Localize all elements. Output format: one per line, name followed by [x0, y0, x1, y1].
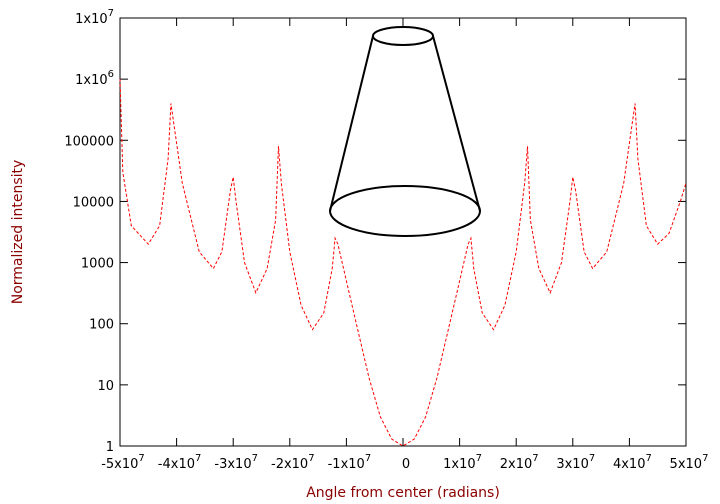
x-tick-label: 4x107: [613, 453, 652, 472]
x-tick-label-exponent: 7: [645, 453, 651, 464]
x-tick-label: -5x107: [101, 453, 145, 472]
x-tick-label-exponent: 7: [138, 453, 144, 464]
x-tick-label: -2x107: [271, 453, 315, 472]
cone-side: [432, 35, 481, 212]
y-axis-title: Normalized intensity: [10, 160, 26, 305]
y-tick-label: 10: [97, 379, 114, 394]
x-tick-label-base: 2x10: [500, 457, 533, 472]
y-tick-label-base: 1x10: [75, 12, 108, 27]
y-tick-label: 1x107: [75, 8, 114, 27]
x-tick-label-exponent: 7: [252, 453, 258, 464]
y-tick-label: 1000: [81, 257, 114, 272]
x-tick-label: 2x107: [500, 453, 539, 472]
x-tick-label-base: -1x10: [328, 457, 365, 472]
y-tick-label: 1: [106, 440, 114, 455]
cone: [329, 26, 481, 237]
x-tick-label-exponent: 7: [589, 453, 595, 464]
x-tick-label-base: 3x10: [556, 457, 589, 472]
x-tick-label-exponent: 7: [308, 453, 314, 464]
x-tick-label-base: 4x10: [613, 457, 646, 472]
y-tick-label-exponent: 6: [108, 69, 114, 80]
x-tick-label: 5x107: [670, 453, 709, 472]
x-tick-label: 1x107: [443, 453, 482, 472]
x-tick-label-exponent: 7: [476, 453, 482, 464]
x-tick-label-base: 1x10: [443, 457, 476, 472]
x-tick-label-exponent: 7: [195, 453, 201, 464]
x-tick-label: 3x107: [556, 453, 595, 472]
data-line: [119, 79, 687, 447]
cone-base: [329, 185, 481, 237]
x-tick-label: -4x107: [158, 453, 202, 472]
y-tick-label: 10000: [73, 195, 114, 210]
y-tick-label-exponent: 7: [108, 8, 114, 19]
x-tick-label-base: -3x10: [214, 457, 251, 472]
y-tick-label-base: 1x10: [75, 73, 108, 88]
x-tick-label: -1x107: [328, 453, 372, 472]
cone-top: [372, 26, 434, 46]
x-tick-label: 0: [402, 457, 410, 472]
x-tick-label-base: -2x10: [271, 457, 308, 472]
x-tick-label-base: 5x10: [670, 457, 703, 472]
x-tick-label: -3x107: [214, 453, 258, 472]
plot-border: [119, 17, 687, 447]
y-tick-label: 100: [89, 318, 114, 333]
x-axis-title: Angle from center (radians): [306, 485, 500, 501]
y-tick-label: 1x106: [75, 69, 114, 88]
x-tick-label-base: -4x10: [158, 457, 195, 472]
cone-side: [329, 35, 374, 212]
x-tick-label-exponent: 7: [532, 453, 538, 464]
y-tick-label: 100000: [64, 134, 114, 149]
x-tick-label-exponent: 7: [702, 453, 708, 464]
x-tick-label-exponent: 7: [365, 453, 371, 464]
x-tick-label-base: -5x10: [101, 457, 138, 472]
